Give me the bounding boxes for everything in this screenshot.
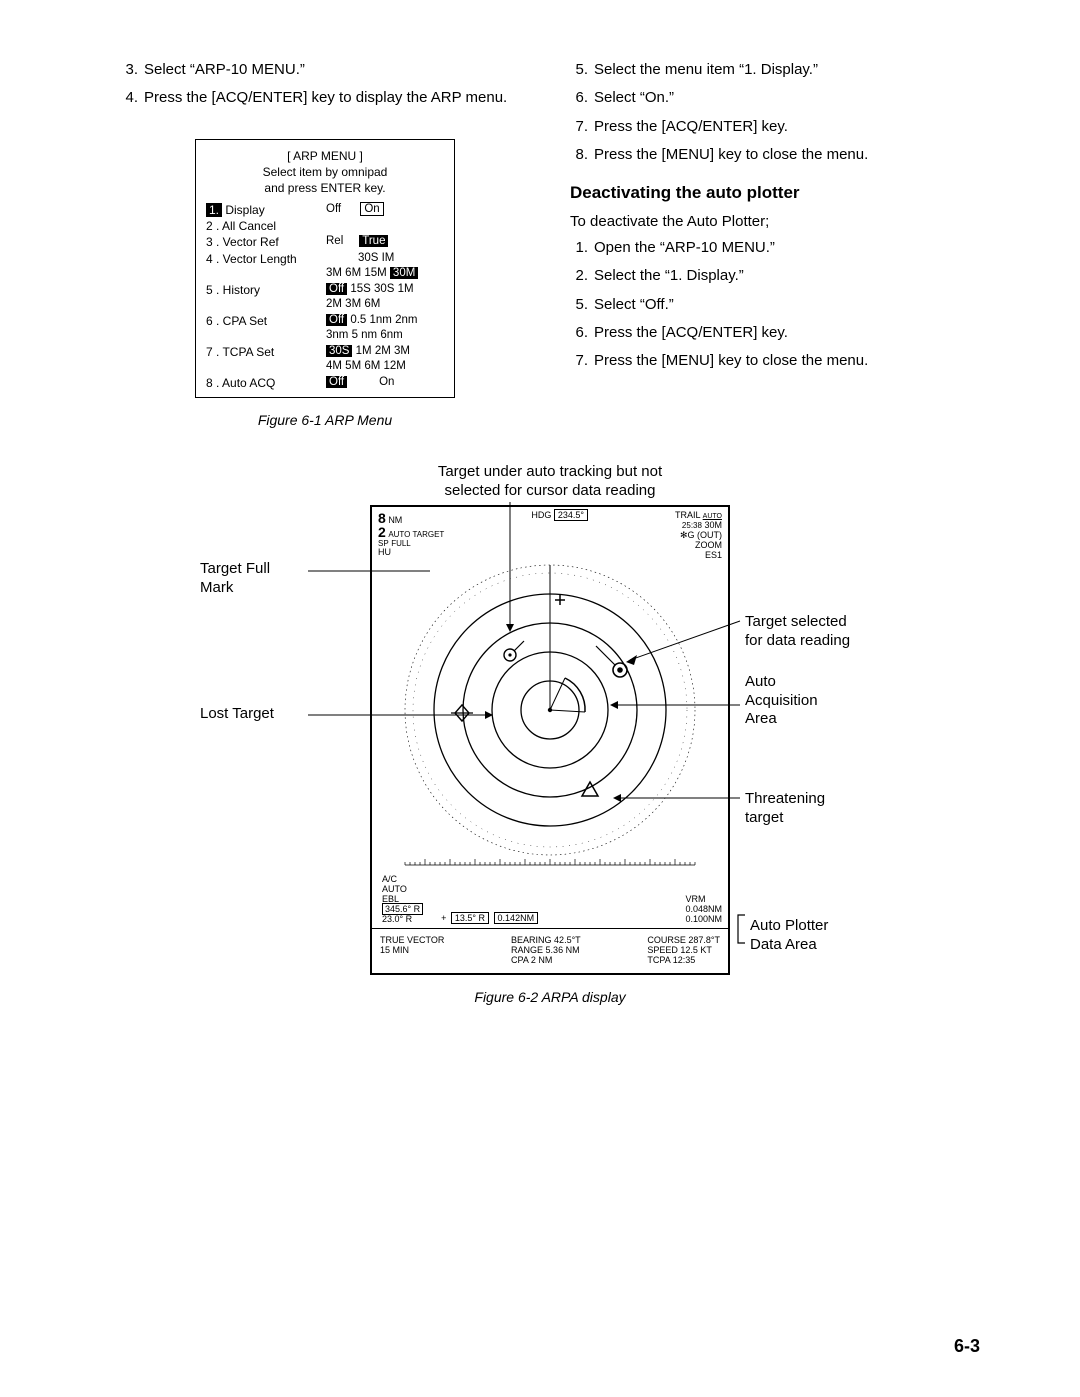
left-steps: 3.Select “ARP-10 MENU.” 4.Press the [ACQ/… [120, 60, 530, 109]
arp-menu-row: 3 . Vector RefRel True [206, 234, 444, 250]
arp-menu-row: 4 . Vector Length 30S IM3M 6M 15M 30M [206, 251, 444, 282]
deact-steps: 1.Open the “ARP-10 MENU.” 2.Select the “1… [570, 238, 980, 371]
label-target-selected: Target selectedfor data reading [745, 613, 850, 651]
deactivating-heading: Deactivating the auto plotter [570, 183, 980, 203]
arp-menu-box: [ ARP MENU ] Select item by omnipad and … [195, 139, 455, 398]
step-item: 5.Select “Off.” [570, 295, 980, 315]
page-number: 6-3 [954, 1336, 980, 1357]
label-threatening: Threateningtarget [745, 790, 825, 828]
arp-menu-row: 7 . TCPA Set30S 1M 2M 3M4M 5M 6M 12M [206, 344, 444, 375]
radar-bottom-labels: A/C AUTO EBL 345.6° R 23.0° R + 13.5° R … [372, 874, 728, 929]
arp-menu-row: 2 . All Cancel [206, 218, 444, 234]
step-item: 4.Press the [ACQ/ENTER] key to display t… [120, 88, 530, 108]
radar-box: 8 NM 2 AUTO TARGET SP FULL HU HDG 234.5°… [370, 505, 730, 975]
step-item: 6.Press the [ACQ/ENTER] key. [570, 323, 980, 343]
label-auto-acq: AutoAcquisitionArea [745, 673, 818, 729]
arp-menu-row: 1. DisplayOff On [206, 202, 444, 218]
radar-scope-svg [372, 560, 728, 870]
step-item: 6.Select “On.” [570, 88, 980, 108]
radar-top-row: 8 NM 2 AUTO TARGET SP FULL HU HDG 234.5°… [372, 507, 728, 560]
deactivating-intro: To deactivate the Auto Plotter; [570, 213, 980, 230]
step-item: 8.Press the [MENU] key to close the menu… [570, 145, 980, 165]
label-auto-plotter-data: Auto PlotterData Area [750, 917, 828, 955]
step-item: 7.Press the [ACQ/ENTER] key. [570, 117, 980, 137]
radar-annot-top: Target under auto tracking but notselect… [120, 462, 980, 501]
arp-menu-title: [ ARP MENU ] [206, 148, 444, 164]
right-steps: 5.Select the menu item “1. Display.” 6.Se… [570, 60, 980, 165]
arp-menu-sub1: Select item by omnipad [206, 164, 444, 180]
step-item: 5.Select the menu item “1. Display.” [570, 60, 980, 80]
figure-2-caption: Figure 6-2 ARPA display [120, 989, 980, 1005]
arp-menu-row: 8 . Auto ACQOff On [206, 375, 444, 391]
radar-data-area: TRUE VECTOR 15 MIN BEARING 42.5°T RANGE … [372, 929, 728, 973]
arp-menu-row: 5 . HistoryOff 15S 30S 1M2M 3M 6M [206, 282, 444, 313]
label-target-full: Target FullMark [200, 560, 270, 598]
label-lost-target: Lost Target [200, 705, 274, 724]
arp-menu-sub2: and press ENTER key. [206, 180, 444, 196]
figure-1-caption: Figure 6-1 ARP Menu [120, 412, 530, 428]
step-item: 7.Press the [MENU] key to close the menu… [570, 351, 980, 371]
step-item: 2.Select the “1. Display.” [570, 266, 980, 286]
step-item: 1.Open the “ARP-10 MENU.” [570, 238, 980, 258]
arp-menu-row: 6 . CPA SetOff 0.5 1nm 2nm3nm 5 nm 6nm [206, 313, 444, 344]
step-item: 3.Select “ARP-10 MENU.” [120, 60, 530, 80]
